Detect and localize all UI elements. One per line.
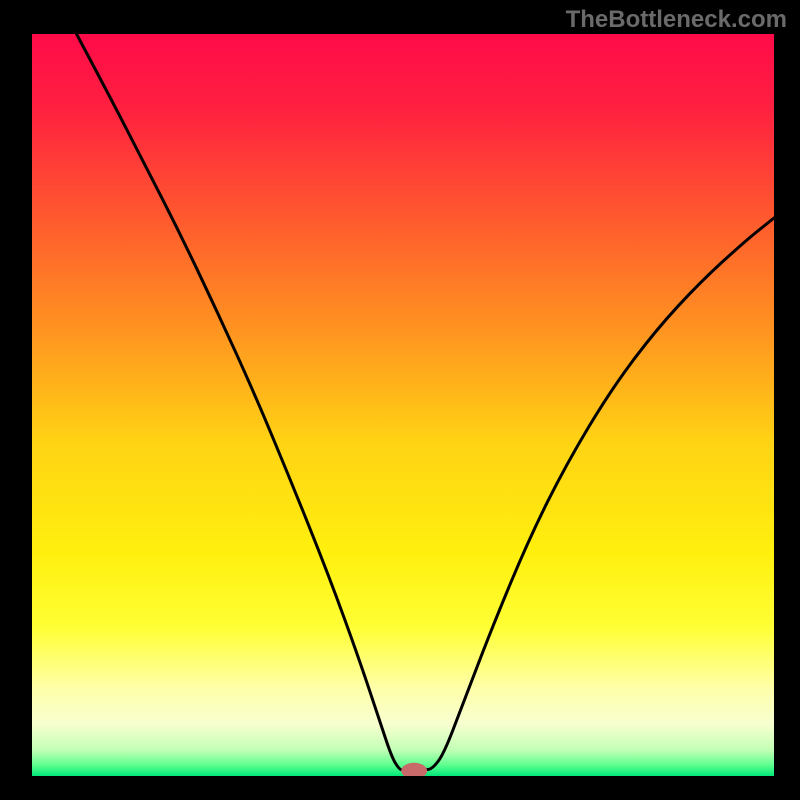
watermark-text: TheBottleneck.com <box>566 6 787 34</box>
chart-canvas: TheBottleneck.com <box>0 0 800 800</box>
plot-area <box>32 34 774 776</box>
chart-svg <box>32 34 774 776</box>
gradient-background <box>32 34 774 776</box>
